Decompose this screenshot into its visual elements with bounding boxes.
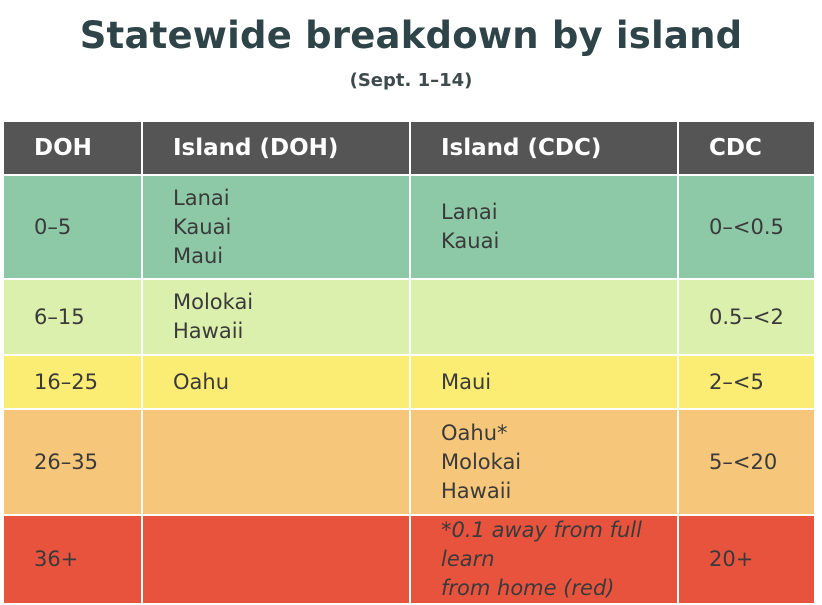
- table-header-row: DOH Island (DOH) Island (CDC) CDC: [2, 120, 816, 176]
- island-doh-cell: Oahu: [141, 354, 411, 410]
- island-name: Molokai: [441, 449, 522, 474]
- cdc-range-cell: 5–<20: [677, 408, 816, 516]
- column-header-cdc: CDC: [677, 120, 816, 176]
- page-subtitle: (Sept. 1–14): [349, 70, 473, 91]
- column-header-doh: DOH: [2, 120, 143, 176]
- table-row: 26–35 Oahu* Molokai Hawaii 5–<20: [2, 408, 816, 516]
- column-header-island-cdc: Island (CDC): [409, 120, 679, 176]
- doh-range-cell: 0–5: [2, 174, 143, 280]
- doh-range-cell: 26–35: [2, 408, 143, 516]
- page-title: Statewide breakdown by island: [79, 14, 743, 57]
- island-name: Lanai: [441, 200, 498, 224]
- table-row: 16–25 Oahu Maui 2–<5: [2, 354, 816, 410]
- island-doh-cell: Lanai Kauai Maui: [141, 174, 411, 280]
- island-doh-cell: [141, 408, 411, 516]
- island-name: Lanai: [173, 185, 230, 210]
- island-doh-cell: Molokai Hawaii: [141, 278, 411, 356]
- footnote-text: *0.1 away from full learn: [441, 518, 642, 571]
- island-cdc-cell: Oahu* Molokai Hawaii: [409, 408, 679, 516]
- cdc-range-cell: 2–<5: [677, 354, 816, 410]
- island-name: Oahu: [173, 369, 230, 394]
- island-cdc-cell: Maui: [409, 354, 679, 410]
- doh-range-cell: 16–25: [2, 354, 143, 410]
- doh-range-cell: 6–15: [2, 278, 143, 356]
- table-row: 6–15 Molokai Hawaii 0.5–<2: [2, 278, 816, 356]
- island-name: Kauai: [441, 229, 500, 253]
- island-doh-cell: [141, 514, 411, 605]
- island-name: Maui: [441, 369, 492, 394]
- cdc-range-cell: 0–<0.5: [677, 174, 816, 280]
- breakdown-table: DOH Island (DOH) Island (CDC) CDC 0–5 La…: [2, 120, 816, 605]
- table-row: 36+ *0.1 away from full learn from home …: [2, 514, 816, 605]
- island-name: Hawaii: [441, 478, 512, 503]
- island-name: Maui: [173, 243, 224, 268]
- footnote-text: from home (red): [441, 576, 615, 600]
- island-name: Kauai: [173, 214, 232, 239]
- cdc-range-cell: 20+: [677, 514, 816, 605]
- island-name: Hawaii: [173, 319, 244, 343]
- island-cdc-cell: Lanai Kauai: [409, 174, 679, 280]
- doh-range-cell: 36+: [2, 514, 143, 605]
- island-cdc-cell: [409, 278, 679, 356]
- footnote-cell: *0.1 away from full learn from home (red…: [409, 514, 679, 605]
- island-name: Molokai: [173, 290, 254, 314]
- cdc-range-cell: 0.5–<2: [677, 278, 816, 356]
- island-name: Oahu*: [441, 420, 508, 445]
- table-row: 0–5 Lanai Kauai Maui Lanai Kauai 0–<0.5: [2, 174, 816, 280]
- column-header-island-doh: Island (DOH): [141, 120, 411, 176]
